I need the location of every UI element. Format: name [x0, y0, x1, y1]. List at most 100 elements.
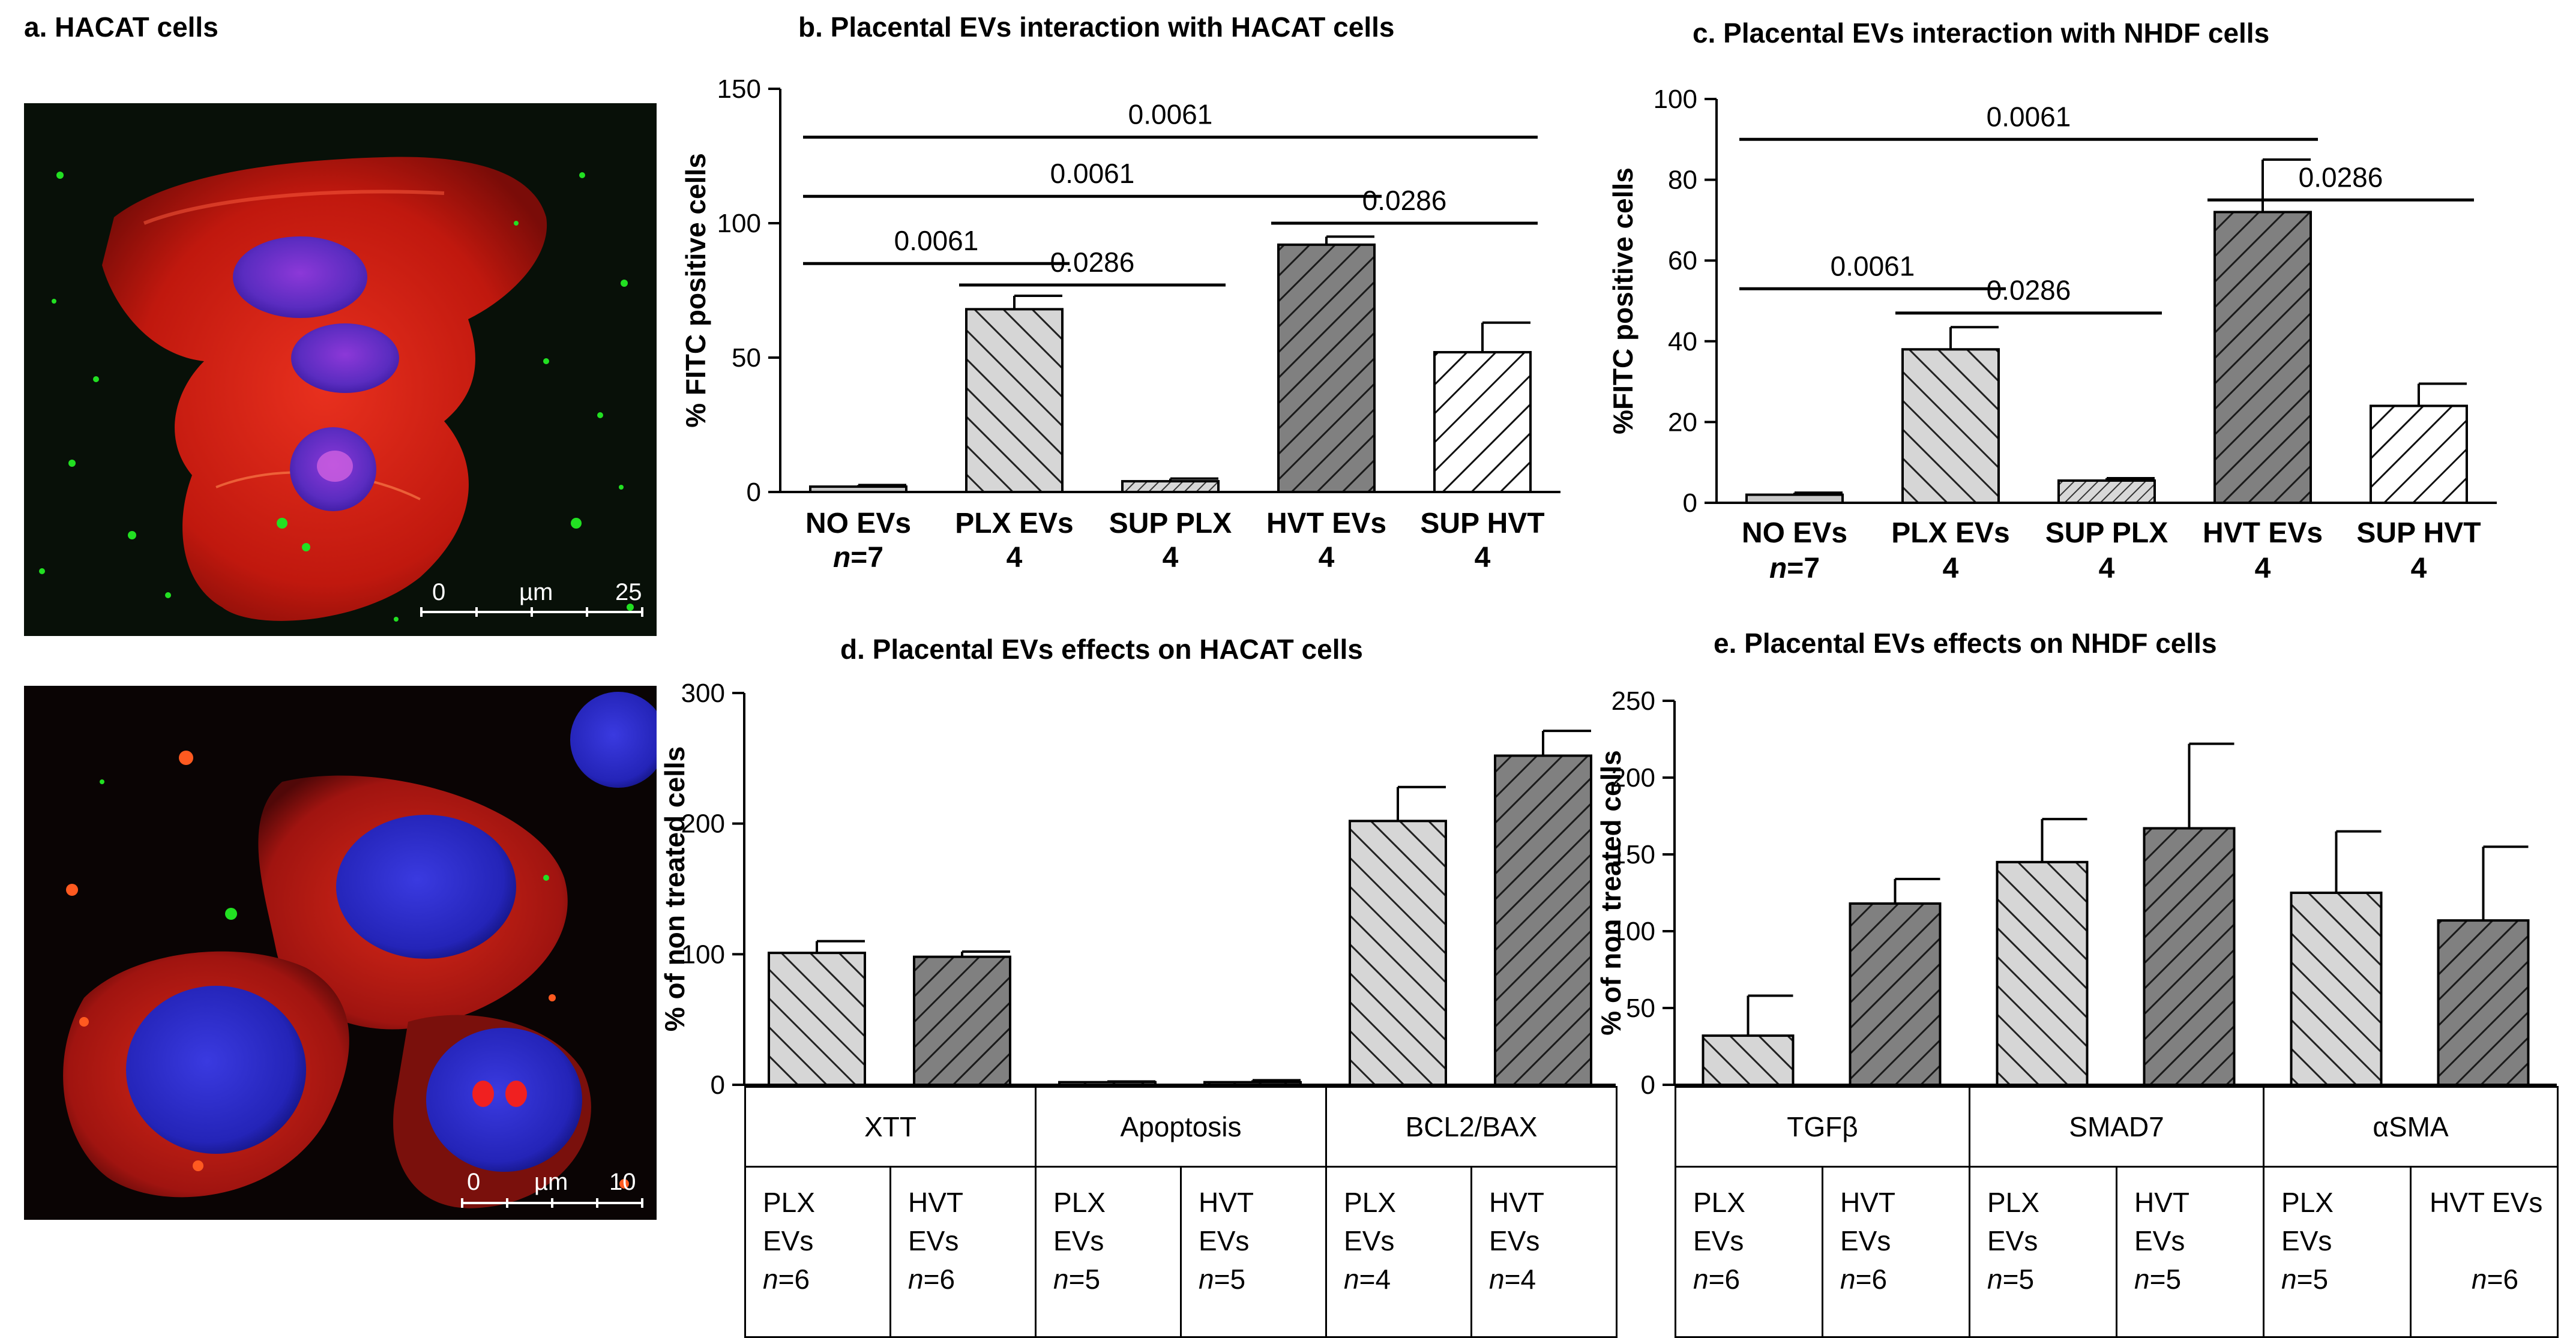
- chart-b-significance-label: 0.0061: [1128, 99, 1213, 130]
- table-e-cell: PLX EVs n=5: [2263, 1166, 2412, 1338]
- chart-c-category-label: HVT EVs: [2203, 517, 2323, 549]
- chart-b-significance-label: 0.0286: [1362, 185, 1447, 216]
- chart-b-significance-label: 0.0286: [1050, 247, 1135, 278]
- chart-c-ytick-label: 100: [1654, 85, 1697, 114]
- chart-e-ytick-label: 0: [1641, 1070, 1655, 1100]
- chart-c-sample-size: 4: [2255, 553, 2271, 584]
- chart-b-sample-size: n=7: [833, 542, 883, 574]
- chart-b-ytick-label: 0: [747, 478, 761, 507]
- panel-a-title: a. HACAT cells: [24, 11, 218, 43]
- table-e-header-smad7: SMAD7: [1968, 1086, 2265, 1168]
- chart-c-category-label: SUP HVT: [2356, 517, 2481, 549]
- table-d-cell: HVT EVs n=6: [889, 1166, 1037, 1338]
- chart-b-significance-label: 0.0061: [1050, 158, 1135, 189]
- scalebar-bottom-unit: µm: [534, 1169, 568, 1195]
- table-e-cell: HVT EVs n=6: [1822, 1166, 1970, 1338]
- table-d-header-xtt: XTT: [744, 1086, 1037, 1168]
- table-e-header-asma: αSMA: [2263, 1086, 2559, 1168]
- chart-d-bar: [1203, 1081, 1302, 1086]
- scalebar-top-start: 0: [432, 579, 445, 605]
- chart-e-ytick-label: 200: [1612, 763, 1655, 793]
- chart-b-title: b. Placental EVs interaction with HACAT …: [798, 11, 1395, 43]
- table-d-cell: HVT EVs n=4: [1470, 1166, 1618, 1338]
- scalebar-bottom-end: 10: [609, 1169, 636, 1195]
- table-d: XTT Apoptosis BCL2/BAX PLX EVs n=6 HVT EVs n…: [744, 1086, 1618, 1338]
- micrograph-bottom-image: 0 µm 10: [24, 686, 657, 1220]
- chart-e-bar: [1849, 902, 1942, 1087]
- chart-b-category-label: SUP PLX: [1109, 508, 1232, 539]
- chart-d-ytick-label: 300: [681, 679, 725, 708]
- micrograph-bottom: 0 µm 10: [24, 686, 657, 1220]
- chart-c-significance-label: 0.0286: [1987, 275, 2071, 306]
- chart-c-significance-label: 0.0061: [1987, 101, 2071, 132]
- table-d-cell: PLX EVs n=5: [1035, 1166, 1182, 1338]
- chart-c-sample-size: 4: [2099, 553, 2115, 584]
- chart-c-category-label: PLX EVs: [1891, 517, 2009, 549]
- chart-c-bar: [2213, 211, 2312, 504]
- chart-c-bar: [2057, 479, 2156, 504]
- chart-d-bar: [1349, 820, 1447, 1087]
- chart-d-bar: [913, 955, 1011, 1086]
- chart-d-title: d. Placental EVs effects on HACAT cells: [840, 634, 1363, 665]
- chart-e-ytick-label: 150: [1612, 840, 1655, 869]
- chart-d-ytick-label: 100: [681, 940, 725, 969]
- chart-e-bar: [2290, 892, 2383, 1086]
- chart-e-title: e. Placental EVs effects on NHDF cells: [1714, 628, 2217, 659]
- chart-c-significance-label: 0.0061: [1831, 250, 1915, 281]
- chart-d-bar: [768, 952, 866, 1086]
- chart-b-sample-size: 4: [1163, 542, 1179, 574]
- chart-c-bar: [1745, 493, 1844, 504]
- chart-e-ytick-label: 100: [1612, 917, 1655, 946]
- table-e-cell: PLX EVs n=5: [1969, 1166, 2117, 1338]
- chart-b-category-label: SUP HVT: [1420, 508, 1544, 539]
- scalebar-top-end: 25: [615, 579, 642, 605]
- chart-c-ytick-label: 0: [1683, 488, 1697, 518]
- chart-c-ytick-label: 20: [1668, 407, 1697, 437]
- table-d-cell: HVT EVs n=5: [1180, 1166, 1328, 1338]
- chart-e-bar: [2143, 827, 2236, 1086]
- chart-b-category-label: HVT EVs: [1266, 508, 1386, 539]
- chart-b-significance-label: 0.0061: [894, 225, 979, 256]
- chart-b-category-label: NO EVs: [805, 508, 911, 539]
- scalebar-top-unit: µm: [519, 579, 553, 605]
- chart-c-ytick-label: 80: [1668, 166, 1697, 195]
- table-e-cell: HVT EVs n=5: [2115, 1166, 2265, 1338]
- table-d-cell: PLX EVs n=4: [1325, 1166, 1473, 1338]
- chart-b-bar: [1121, 480, 1220, 494]
- scalebar-bottom-start: 0: [467, 1169, 480, 1195]
- chart-c-sample-size: 4: [2411, 553, 2427, 584]
- chart-b-ylabel: % FITC positive cells: [680, 153, 711, 428]
- table-d-cell: PLX EVs n=6: [744, 1166, 891, 1338]
- chart-d-ylabel: % of non treated cells: [659, 746, 690, 1031]
- chart-b-ytick-label: 150: [717, 74, 761, 104]
- chart-c-ytick-label: 60: [1668, 246, 1697, 275]
- chart-d-bar: [1494, 754, 1592, 1086]
- chart-b-ytick-label: 50: [732, 343, 761, 373]
- chart-b-ytick-label: 100: [717, 209, 761, 238]
- table-d-header-bcl2bax: BCL2/BAX: [1325, 1086, 1618, 1168]
- chart-e-bar: [1996, 860, 2089, 1087]
- chart-c-category-label: NO EVs: [1742, 517, 1847, 549]
- table-e-cell: HVT EVs n=6: [2410, 1166, 2559, 1338]
- chart-e-bar: [2437, 919, 2530, 1086]
- chart-c-sample-size: 4: [1943, 553, 1959, 584]
- chart-c-significance-label: 0.0286: [2299, 161, 2383, 193]
- micrograph-top-image: 0 µm 25: [24, 103, 657, 636]
- chart-c-category-label: SUP PLX: [2045, 517, 2168, 549]
- table-e-cell: PLX EVs n=6: [1675, 1166, 1823, 1338]
- table-e-header-tgfb: TGFβ: [1675, 1086, 1970, 1168]
- micrograph-top: 0 µm 25: [24, 103, 657, 636]
- chart-c-bar: [2370, 404, 2468, 504]
- chart-b-sample-size: 4: [1475, 542, 1491, 574]
- chart-d-ytick-label: 200: [681, 809, 725, 839]
- chart-e-bar: [1702, 1034, 1795, 1086]
- chart-e-ylabel: % of non treated cells: [1595, 750, 1627, 1035]
- chart-b-category-label: PLX EVs: [955, 508, 1073, 539]
- table-d-header-apoptosis: Apoptosis: [1035, 1086, 1328, 1168]
- chart-e-ytick-label: 50: [1626, 994, 1655, 1023]
- chart-c-bar: [1901, 348, 2000, 505]
- chart-b-bar: [965, 308, 1064, 493]
- chart-c-ylabel: %FITC positive cells: [1607, 167, 1639, 434]
- chart-e-ytick-label: 250: [1612, 686, 1655, 716]
